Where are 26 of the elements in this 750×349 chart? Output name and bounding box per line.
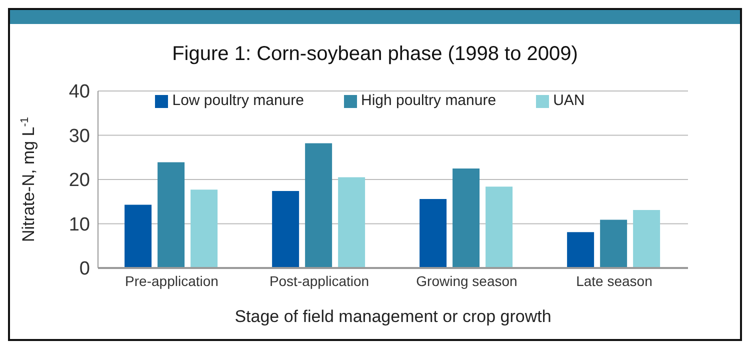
bar (338, 177, 366, 268)
y-tick-label: 0 (79, 258, 90, 280)
bar (124, 204, 152, 268)
bar (486, 186, 513, 268)
bar (190, 190, 218, 268)
x-tick-label: Pre-application (125, 272, 218, 289)
x-tick-label: Late season (576, 272, 652, 289)
bar (452, 168, 480, 268)
legend-label: High poultry manure (360, 92, 496, 109)
y-tick-label: 40 (68, 82, 90, 103)
bar (305, 143, 332, 268)
bar (567, 232, 594, 268)
y-tick-label: 10 (68, 214, 90, 236)
x-axis-title: Stage of field management or crop growth (234, 307, 552, 326)
bar (633, 210, 660, 268)
legend-label: UAN (553, 92, 585, 109)
bar (158, 162, 185, 268)
y-tick-label: 30 (68, 126, 90, 147)
x-tick-label: Post-application (269, 272, 370, 289)
bar (420, 198, 447, 268)
x-tick-label: Growing season (416, 272, 518, 289)
y-tick-label: 20 (68, 170, 90, 192)
bar (272, 191, 300, 268)
legend-label: Low poultry manure (172, 92, 304, 109)
chart-title: Figure 1: Corn-soybean phase (1998 to 2009) (171, 43, 579, 66)
bar (600, 220, 628, 268)
